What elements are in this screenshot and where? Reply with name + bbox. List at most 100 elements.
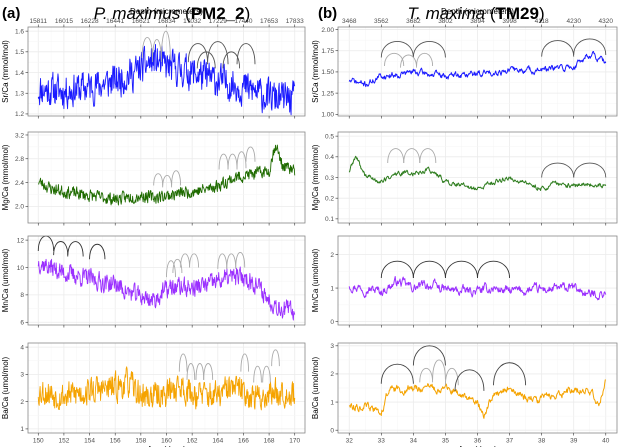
x-axis-label: Age (days) bbox=[147, 445, 186, 447]
top-tick-label: 3998 bbox=[502, 18, 517, 25]
y-axis-label: Sr/Ca (mmol/mol) bbox=[1, 40, 10, 103]
cycle-arc bbox=[412, 260, 446, 278]
panel-a: 1.2 1.3 1.4 1.5 1.6 Sr/Ca (mmol/mol) 15811 160 1… bbox=[1, 7, 306, 447]
cycle-arc bbox=[412, 41, 446, 58]
cycle-arc bbox=[262, 365, 271, 383]
cycle-arc bbox=[419, 148, 437, 164]
x-tick-label: 34 bbox=[410, 438, 418, 445]
y-tick-label: 2.8 bbox=[15, 156, 24, 163]
cycle-arc bbox=[196, 51, 216, 69]
y-tick-label: 1.3 bbox=[15, 91, 24, 98]
y-tick-label: 1 bbox=[330, 285, 334, 292]
cycle-arc bbox=[541, 40, 575, 57]
cycle-arc bbox=[384, 52, 405, 67]
x-tick-label: 35 bbox=[442, 438, 450, 445]
y-tick-label: 0.1 bbox=[325, 216, 334, 223]
y-tick-label: 12 bbox=[17, 237, 25, 244]
y-axis-label: Ba/Ca (umol/mol) bbox=[1, 357, 10, 420]
panel-a-species: P. maximus bbox=[94, 4, 181, 23]
panel-a-paren-open: ( bbox=[180, 4, 191, 23]
cycle-arc bbox=[403, 148, 421, 164]
subplot-a-srca: 1.2 1.3 1.4 1.5 1.6 Sr/Ca (mmol/mol) 15811 1601… bbox=[1, 7, 306, 119]
panel-b-paren-open: ( bbox=[485, 4, 496, 23]
cycle-arc bbox=[573, 38, 607, 55]
y-tick-label: 2.0 bbox=[15, 204, 24, 211]
x-tick-label: 39 bbox=[570, 438, 578, 445]
top-tick-label: 17229 bbox=[209, 18, 227, 25]
x-axis-label: Age (days) bbox=[458, 445, 497, 447]
y-tick-label: 1.6 bbox=[15, 28, 24, 35]
cycle-arc bbox=[253, 365, 262, 383]
y-tick-label: 10 bbox=[17, 265, 25, 272]
y-tick-label: 1.25 bbox=[321, 90, 334, 97]
data-series-srca bbox=[348, 50, 607, 88]
top-tick-label: 4320 bbox=[599, 18, 614, 25]
panel-a-title: P. maximus (PM2_2) bbox=[94, 4, 251, 23]
x-tick-label: 170 bbox=[289, 438, 300, 445]
top-tick-label: 16834 bbox=[157, 18, 175, 25]
cycle-arc bbox=[186, 363, 196, 380]
cycle-arc bbox=[172, 258, 183, 273]
x-tick-label: 36 bbox=[474, 438, 482, 445]
cycle-arc bbox=[235, 252, 246, 268]
cycle-arc bbox=[380, 41, 414, 58]
y-tick-label: 0.3 bbox=[325, 175, 334, 182]
y-tick-label: 1.2 bbox=[15, 111, 24, 118]
x-tick-label: 160 bbox=[161, 438, 172, 445]
top-tick-label: 15811 bbox=[29, 18, 47, 25]
cycle-arc bbox=[153, 173, 164, 186]
y-tick-label: 4 bbox=[20, 344, 24, 351]
panel-b-specimen: TM29 bbox=[496, 4, 539, 23]
cycle-arc bbox=[416, 52, 434, 66]
y-tick-label: 1.4 bbox=[15, 70, 24, 77]
x-tick-label: 156 bbox=[110, 438, 121, 445]
x-tick-label: 150 bbox=[33, 438, 44, 445]
top-tick-label: 17833 bbox=[286, 18, 304, 25]
data-series-baca bbox=[348, 379, 606, 419]
top-tick-label: 16621 bbox=[132, 18, 150, 25]
cycle-arc bbox=[444, 260, 478, 278]
y-tick-label: 3.2 bbox=[15, 132, 24, 139]
cycle-arc bbox=[240, 353, 250, 372]
y-tick-label: 2.4 bbox=[15, 180, 24, 187]
top-tick-label: 17032 bbox=[183, 18, 201, 25]
y-axis-label: Mn/Ca (umol/mol) bbox=[1, 248, 10, 312]
panel-b-title: T. maxima (TM29) bbox=[407, 4, 544, 23]
y-axis-label: Mg/Ca (mmol/mol) bbox=[1, 144, 10, 210]
y-axis-label: Ba/Ca (umol/mol) bbox=[311, 357, 320, 420]
y-tick-label: 1.50 bbox=[321, 69, 334, 76]
y-tick-label: 1.75 bbox=[321, 48, 334, 55]
data-series-mgca bbox=[348, 155, 607, 192]
y-tick-label: 2 bbox=[20, 399, 24, 406]
top-tick-label: 16228 bbox=[81, 18, 99, 25]
cycle-arc bbox=[67, 241, 84, 257]
cycle-arc bbox=[141, 37, 153, 59]
y-tick-label: 3 bbox=[20, 372, 24, 379]
cycle-arc bbox=[203, 363, 214, 380]
top-tick-label: 3894 bbox=[470, 18, 485, 25]
cycle-arc bbox=[444, 367, 459, 386]
y-tick-label: 3 bbox=[330, 343, 334, 350]
cycle-arc bbox=[573, 162, 607, 178]
y-tick-label: 0 bbox=[330, 427, 334, 434]
x-tick-label: 168 bbox=[264, 438, 275, 445]
x-tick-label: 158 bbox=[135, 438, 146, 445]
cycle-arc bbox=[89, 243, 106, 260]
y-tick-label: 1.00 bbox=[321, 112, 334, 119]
cycle-arc bbox=[160, 30, 171, 61]
x-tick-label: 152 bbox=[58, 438, 69, 445]
cycle-arc bbox=[477, 260, 511, 278]
x-tick-label: 40 bbox=[602, 438, 610, 445]
panel-b-letter: (b) bbox=[318, 5, 337, 22]
data-series-mnca bbox=[348, 276, 607, 301]
y-tick-label: 1.5 bbox=[15, 49, 24, 56]
cycle-arc bbox=[493, 362, 527, 386]
x-tick-label: 164 bbox=[212, 438, 223, 445]
top-tick-label: 4118 bbox=[535, 18, 549, 25]
top-tick-label: 4230 bbox=[566, 18, 581, 25]
cycle-arc bbox=[454, 369, 485, 391]
cycle-arc bbox=[432, 359, 446, 380]
x-tick-label: 38 bbox=[538, 438, 546, 445]
